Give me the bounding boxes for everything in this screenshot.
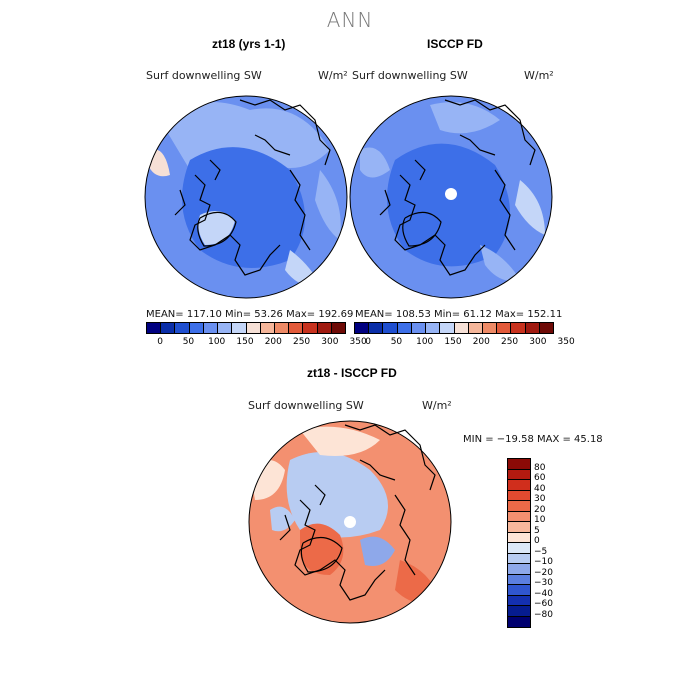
colorbar-tick-label: 100 bbox=[208, 337, 226, 347]
colorbar-swatch bbox=[317, 323, 332, 333]
colorbar-tick-label: 150 bbox=[236, 337, 254, 347]
colorbar-tick-label: 30 bbox=[534, 494, 546, 504]
colorbar-swatch bbox=[147, 323, 162, 333]
colorbar-tick-label: −5 bbox=[534, 546, 548, 557]
colorbar-swatch bbox=[508, 459, 530, 470]
coastlines-2 bbox=[379, 99, 536, 276]
colorbar-observed bbox=[354, 322, 554, 334]
colorbar-swatch bbox=[508, 574, 530, 585]
colorbar-tick-label: 80 bbox=[534, 462, 546, 473]
colorbar-tick-label: 200 bbox=[472, 337, 490, 347]
colorbar-swatch bbox=[508, 585, 530, 596]
colorbar-swatch bbox=[508, 490, 530, 501]
colorbar-tick-label: 250 bbox=[292, 337, 311, 347]
colorbar-tick-label: −40 bbox=[534, 588, 553, 599]
colorbar-swatch bbox=[246, 323, 261, 333]
colorbar-swatch bbox=[508, 564, 530, 575]
map-observed bbox=[350, 96, 552, 298]
colorbar-swatch bbox=[525, 323, 540, 333]
colorbar-tick-label: −10 bbox=[534, 557, 553, 567]
panel-1-units: W/m² bbox=[318, 69, 348, 82]
colorbar-swatch bbox=[260, 323, 275, 333]
colorbar-swatch bbox=[218, 323, 233, 333]
colorbar-swatch bbox=[508, 553, 530, 564]
colorbar-tick-label: 200 bbox=[264, 337, 282, 347]
colorbar-tick-label: 100 bbox=[416, 337, 434, 347]
colorbar-swatch bbox=[369, 323, 384, 333]
colorbar-swatch bbox=[189, 323, 204, 333]
colorbar-tick-label: 10 bbox=[534, 515, 546, 525]
panel-1-variable: Surf downwelling SW bbox=[146, 69, 262, 82]
colorbar-swatch bbox=[355, 323, 370, 333]
coastlines-3 bbox=[279, 424, 436, 601]
panel-3-variable: Surf downwelling SW bbox=[248, 399, 364, 412]
colorbar-tick-label: 60 bbox=[534, 473, 546, 483]
colorbar-tick-label: 50 bbox=[182, 337, 195, 347]
colorbar-tick-label: 300 bbox=[321, 337, 339, 347]
colorbar-swatch bbox=[508, 511, 530, 522]
panel-3-title: zt18 - ISCCP FD bbox=[307, 366, 397, 380]
panel-3-stats: MIN = −19.58 MAX = 45.18 bbox=[463, 434, 603, 445]
colorbar-swatch bbox=[331, 323, 346, 333]
colorbar-tick-label: −20 bbox=[534, 567, 553, 578]
colorbar-swatch bbox=[161, 323, 176, 333]
panel-2-stats: MEAN= 108.53 Min= 61.12 Max= 152.11 bbox=[355, 309, 563, 320]
colorbar-swatch bbox=[397, 323, 412, 333]
colorbar-swatch bbox=[203, 323, 219, 333]
colorbar-tick-label: 20 bbox=[534, 504, 546, 515]
colorbar-tick-label: 50 bbox=[390, 337, 403, 347]
colorbar-tick-label: 350 bbox=[349, 337, 367, 347]
colorbar-swatch bbox=[411, 323, 427, 333]
colorbar-tick-label: 5 bbox=[534, 525, 540, 536]
panel-1-stats: MEAN= 117.10 Min= 53.26 Max= 192.69 bbox=[146, 309, 354, 320]
colorbar-swatch bbox=[511, 323, 526, 333]
colorbar-swatch bbox=[426, 323, 441, 333]
colorbar-swatch bbox=[383, 323, 398, 333]
colorbar-tick-label: 0 bbox=[157, 337, 164, 347]
colorbar-swatch bbox=[508, 595, 530, 606]
colorbar-swatch bbox=[539, 323, 554, 333]
colorbar-difference bbox=[507, 458, 531, 628]
colorbar-tick-label: 40 bbox=[534, 483, 546, 494]
colorbar-swatch bbox=[482, 323, 498, 333]
panel-2-variable: Surf downwelling SW bbox=[352, 69, 468, 82]
colorbar-swatch bbox=[508, 532, 530, 543]
map-model bbox=[145, 96, 347, 298]
colorbar-swatch bbox=[440, 323, 455, 333]
colorbar-swatch bbox=[303, 323, 318, 333]
colorbar-tick-label: 300 bbox=[529, 337, 547, 347]
colorbar-tick-label: −30 bbox=[534, 578, 553, 588]
colorbar-model bbox=[146, 322, 346, 334]
colorbar-swatch bbox=[274, 323, 290, 333]
colorbar-swatch bbox=[508, 480, 530, 491]
colorbar-tick-label: 0 bbox=[365, 337, 372, 347]
colorbar-tick-label: 150 bbox=[444, 337, 462, 347]
colorbar-swatch bbox=[508, 522, 530, 533]
colorbar-swatch bbox=[497, 323, 512, 333]
colorbar-swatch bbox=[454, 323, 469, 333]
colorbar-tick-label: −80 bbox=[534, 609, 553, 620]
panel-1-title: zt18 (yrs 1-1) bbox=[212, 37, 286, 51]
colorbar-swatch bbox=[508, 543, 530, 554]
colorbar-swatch bbox=[508, 469, 530, 480]
panel-2-title: ISCCP FD bbox=[427, 37, 483, 51]
colorbar-tick-label: 0 bbox=[534, 536, 540, 546]
colorbar-swatch bbox=[289, 323, 304, 333]
colorbar-swatch bbox=[508, 501, 530, 512]
colorbar-swatch bbox=[508, 616, 530, 627]
coastlines-1 bbox=[174, 99, 331, 276]
figure-title: ANN bbox=[326, 8, 374, 32]
colorbar-tick-label: 250 bbox=[500, 337, 519, 347]
panel-2-units: W/m² bbox=[524, 69, 554, 82]
colorbar-swatch bbox=[508, 606, 530, 617]
colorbar-swatch bbox=[468, 323, 483, 333]
panel-3-units: W/m² bbox=[422, 399, 452, 412]
colorbar-swatch bbox=[175, 323, 190, 333]
colorbar-tick-label: −60 bbox=[534, 599, 553, 609]
colorbar-tick-label: 350 bbox=[557, 337, 575, 347]
colorbar-swatch bbox=[232, 323, 247, 333]
